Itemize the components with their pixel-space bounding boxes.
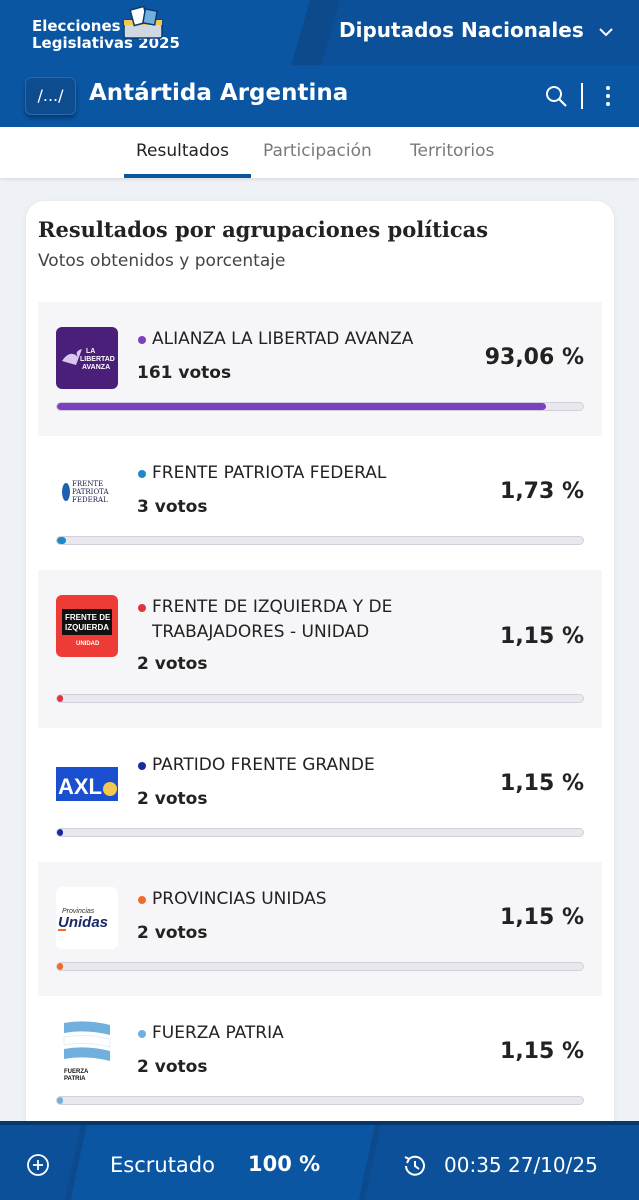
provincias-unidas-logo-icon: Provincias Unidas bbox=[58, 908, 108, 931]
party-row[interactable]: LA LIBERTAD AVANZA ALIANZA LA LIBERTAD A… bbox=[38, 302, 602, 436]
percent-bar bbox=[56, 402, 584, 411]
party-votes: 2 votos bbox=[137, 654, 208, 674]
search-icon[interactable] bbox=[544, 84, 568, 108]
party-logo: AXL bbox=[56, 753, 118, 815]
section-selector[interactable] bbox=[318, 0, 639, 65]
party-votes: 3 votos bbox=[137, 497, 208, 517]
scrutiny-value: 100 % bbox=[248, 1152, 321, 1176]
svg-text:Unidas: Unidas bbox=[58, 914, 108, 931]
svg-text:AXL: AXL bbox=[58, 774, 102, 799]
party-logo: LA LIBERTAD AVANZA bbox=[56, 327, 118, 389]
party-color-dot bbox=[138, 336, 146, 344]
party-color-dot bbox=[138, 604, 146, 612]
party-logo: FRENTE PATRIOTA FEDERAL bbox=[56, 461, 118, 523]
svg-text:UNIDAD: UNIDAD bbox=[76, 641, 100, 647]
party-row[interactable]: FUERZA PATRIA FUERZA PATRIA 2 votos 1,15… bbox=[38, 996, 602, 1130]
percent-bar-fill bbox=[57, 537, 67, 544]
svg-text:AVANZA: AVANZA bbox=[82, 364, 110, 371]
tab-resultados[interactable]: Resultados bbox=[136, 141, 229, 161]
party-name: PROVINCIAS UNIDAS bbox=[152, 889, 327, 909]
party-name: FUERZA PATRIA bbox=[152, 1023, 284, 1043]
party-logo: FUERZA PATRIA bbox=[56, 1021, 118, 1083]
location-header: /.../ Antártida Argentina bbox=[0, 65, 639, 127]
party-color-dot bbox=[138, 1030, 146, 1038]
tab-participacion[interactable]: Participación bbox=[263, 141, 372, 161]
section-title[interactable]: Diputados Nacionales bbox=[339, 18, 584, 42]
svg-text:PATRIA: PATRIA bbox=[64, 1076, 86, 1082]
svg-text:LIBERTAD: LIBERTAD bbox=[80, 356, 115, 363]
card-subtitle: Votos obtenidos y porcentaje bbox=[38, 251, 286, 271]
more-vertical-icon[interactable] bbox=[596, 84, 620, 108]
percent-bar-fill bbox=[57, 403, 547, 410]
header-separator bbox=[581, 83, 583, 109]
party-votes: 2 votos bbox=[137, 923, 208, 943]
active-tab-indicator bbox=[124, 174, 251, 178]
party-votes: 161 votos bbox=[137, 363, 232, 383]
history-clock-icon bbox=[404, 1155, 425, 1176]
percent-bar bbox=[56, 962, 584, 971]
svg-text:FEDERAL: FEDERAL bbox=[72, 496, 108, 504]
plus-circle-icon[interactable] bbox=[26, 1153, 50, 1177]
party-row[interactable]: AXL PARTIDO FRENTE GRANDE 2 votos 1,15 % bbox=[38, 728, 602, 862]
party-name: FRENTE DE IZQUIERDA Y DE TRABAJADORES - … bbox=[152, 597, 393, 642]
percent-bar-fill bbox=[57, 695, 64, 702]
svg-text:PATRIOTA: PATRIOTA bbox=[72, 488, 109, 496]
svg-text:FRENTE DE: FRENTE DE bbox=[65, 613, 111, 622]
percent-bar bbox=[56, 828, 584, 837]
party-percent: 1,73 % bbox=[500, 479, 584, 504]
party-color-dot bbox=[138, 896, 146, 904]
party-percent: 1,15 % bbox=[500, 624, 584, 649]
svg-text:LA: LA bbox=[86, 348, 95, 355]
party-color-dot bbox=[138, 470, 146, 478]
party-row[interactable]: FRENTE PATRIOTA FEDERAL FRENTE PATRIOTA … bbox=[38, 436, 602, 570]
scrutiny-label: Escrutado bbox=[110, 1153, 215, 1177]
ballot-box-icon bbox=[123, 6, 163, 39]
party-logo: Provincias Unidas bbox=[56, 887, 118, 949]
party-row[interactable]: FRENTE DE IZQUIERDA UNIDAD FRENTE DE IZQ… bbox=[38, 570, 602, 728]
results-card: Resultados por agrupaciones políticas Vo… bbox=[26, 201, 614, 1161]
path-button[interactable]: /.../ bbox=[25, 77, 76, 115]
party-logo: FRENTE DE IZQUIERDA UNIDAD bbox=[56, 595, 118, 657]
fuerza-patria-logo-icon: FUERZA PATRIA bbox=[63, 1021, 111, 1082]
party-name: FRENTE PATRIOTA FEDERAL bbox=[152, 463, 387, 483]
tab-bar: Resultados Participación Territorios bbox=[0, 127, 639, 178]
percent-bar-fill bbox=[57, 1097, 64, 1104]
svg-text:FRENTE: FRENTE bbox=[72, 480, 103, 488]
percent-bar bbox=[56, 694, 584, 703]
svg-text:IZQUIERDA: IZQUIERDA bbox=[65, 623, 109, 632]
location-title: Antártida Argentina bbox=[89, 80, 349, 106]
percent-bar bbox=[56, 536, 584, 545]
fit-logo-icon: FRENTE DE IZQUIERDA UNIDAD bbox=[62, 609, 112, 647]
percent-bar-fill bbox=[57, 829, 64, 836]
lion-logo-icon: LA LIBERTAD AVANZA bbox=[62, 348, 115, 371]
party-name: ALIANZA LA LIBERTAD AVANZA bbox=[152, 329, 414, 349]
svg-text:Provincias: Provincias bbox=[62, 908, 95, 915]
party-row[interactable]: Provincias Unidas PROVINCIAS UNIDAS 2 vo… bbox=[38, 862, 602, 996]
party-percent: 1,15 % bbox=[500, 771, 584, 796]
frente-grande-logo-icon: AXL bbox=[56, 767, 118, 801]
party-color-dot bbox=[138, 762, 146, 770]
patriota-logo-icon: FRENTE PATRIOTA FEDERAL bbox=[62, 480, 109, 504]
brand-line1: Elecciones bbox=[32, 17, 121, 35]
percent-bar-fill bbox=[57, 963, 64, 970]
party-votes: 2 votos bbox=[137, 1057, 208, 1077]
party-percent: 1,15 % bbox=[500, 905, 584, 930]
chevron-down-icon[interactable] bbox=[598, 24, 614, 40]
update-timestamp: 00:35 27/10/25 bbox=[444, 1153, 598, 1177]
bottom-status-bar: Escrutado 100 % 00:35 27/10/25 bbox=[0, 1121, 639, 1200]
svg-text:FUERZA: FUERZA bbox=[64, 1069, 89, 1075]
party-percent: 1,15 % bbox=[500, 1039, 584, 1064]
top-header: Elecciones Legislativas 2025 Diputados N… bbox=[0, 0, 639, 65]
party-percent: 93,06 % bbox=[484, 345, 584, 370]
party-votes: 2 votos bbox=[137, 789, 208, 809]
party-name: PARTIDO FRENTE GRANDE bbox=[152, 755, 375, 775]
tab-territorios[interactable]: Territorios bbox=[410, 141, 495, 161]
percent-bar bbox=[56, 1096, 584, 1105]
card-title: Resultados por agrupaciones políticas bbox=[38, 217, 489, 242]
